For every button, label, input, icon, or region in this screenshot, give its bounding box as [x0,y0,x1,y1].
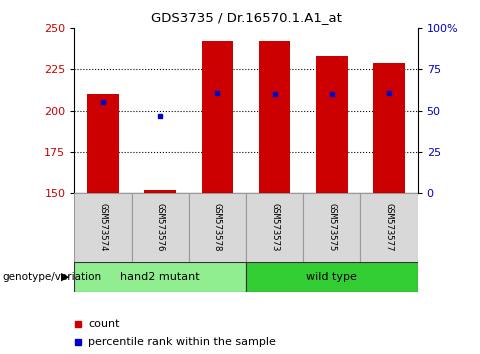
Bar [373,63,405,193]
Bar [189,193,246,262]
Bar [246,193,303,262]
Bar [74,193,132,262]
Bar [202,41,233,193]
Text: wild type: wild type [306,272,357,282]
Title: GDS3735 / Dr.16570.1.A1_at: GDS3735 / Dr.16570.1.A1_at [151,11,341,24]
Text: GSM573573: GSM573573 [270,203,279,252]
Text: GSM573574: GSM573574 [98,203,108,252]
Text: hand2 mutant: hand2 mutant [120,272,200,282]
Text: GSM573577: GSM573577 [384,203,394,252]
Text: percentile rank within the sample: percentile rank within the sample [88,337,276,347]
Text: GSM573578: GSM573578 [213,203,222,252]
Bar [316,56,348,193]
Text: GSM573576: GSM573576 [156,203,165,252]
Bar [74,262,246,292]
Text: ▶: ▶ [60,272,69,282]
Bar [259,41,290,193]
Bar [132,193,189,262]
Bar [144,190,176,193]
Bar [87,94,119,193]
Bar [303,193,360,262]
Bar [360,193,418,262]
Bar [246,262,418,292]
Text: GSM573575: GSM573575 [327,203,336,252]
Text: genotype/variation: genotype/variation [2,272,102,282]
Text: count: count [88,319,120,329]
